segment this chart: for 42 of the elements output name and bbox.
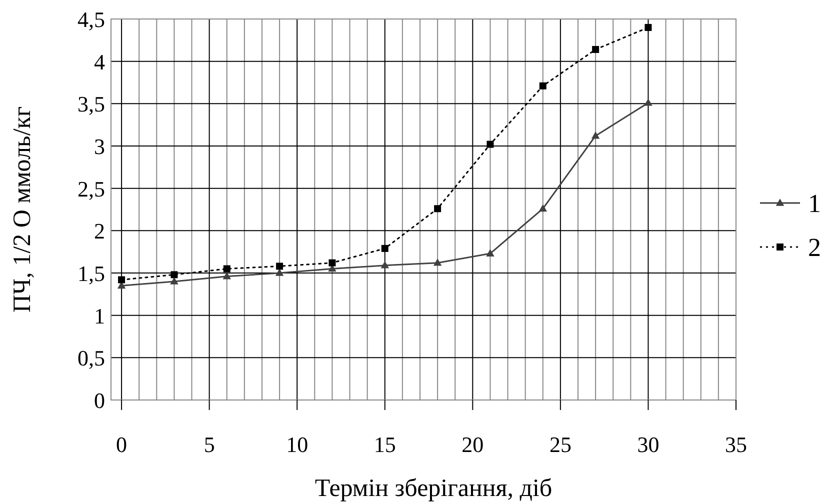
x-tick-label: 35: [725, 432, 747, 457]
point: [538, 204, 547, 212]
point: [380, 261, 389, 268]
x-tick-label: 10: [286, 432, 308, 457]
point: [644, 98, 652, 106]
point: [644, 24, 652, 31]
point: [328, 259, 336, 266]
legend-label: 1: [808, 189, 821, 218]
point: [276, 262, 284, 270]
y-tick-label: 2: [94, 218, 105, 244]
y-axis-title: ПЧ, 1/2 О ммоль/кг: [9, 106, 36, 313]
x-tick-label: 0: [116, 432, 128, 457]
point: [170, 277, 178, 284]
x-axis-title: Термін зберігання, діб: [314, 475, 552, 502]
point: [592, 46, 600, 53]
point: [381, 244, 388, 252]
y-tick-label: 0: [94, 388, 105, 413]
y-tick-label: 3: [94, 134, 105, 159]
x-tick-label: 5: [204, 432, 215, 457]
x-tick-label: 20: [462, 432, 484, 457]
point: [486, 140, 494, 148]
point: [222, 272, 231, 280]
point: [433, 258, 442, 266]
point: [223, 265, 230, 272]
y-tick-label: 1,5: [78, 261, 105, 286]
point: [434, 205, 442, 212]
point: [170, 271, 178, 278]
y-tick-label: 4: [94, 49, 105, 74]
point: [591, 131, 600, 139]
y-tick-label: 2,5: [78, 176, 105, 202]
legend-label: 2: [808, 233, 821, 262]
point: [118, 276, 126, 284]
y-tick-label: 0,5: [78, 346, 105, 371]
x-tick-label: 15: [374, 432, 396, 457]
y-tick-label: 4,5: [78, 7, 105, 32]
point: [539, 82, 546, 90]
point: [486, 249, 494, 256]
point: [275, 268, 284, 276]
x-tick-label: 25: [549, 432, 572, 457]
x-tick-label: 30: [637, 432, 660, 457]
y-tick-label: 1: [94, 303, 105, 328]
y-tick-label: 3,5: [78, 92, 105, 117]
